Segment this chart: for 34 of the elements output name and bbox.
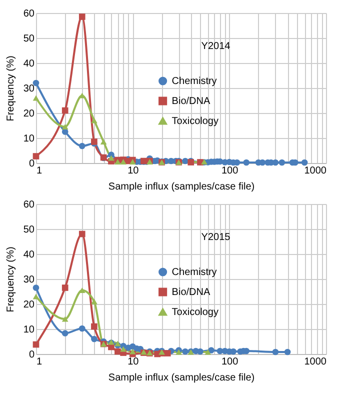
legend-label: Chemistry — [172, 76, 217, 87]
x-tick-label: 1000 — [304, 166, 327, 176]
x-axis-title: Sample influx (samples/case file) — [108, 372, 255, 384]
legend-label: Toxicology — [172, 307, 219, 318]
x-tick-label: 1000 — [304, 356, 327, 368]
y-tick-label: 60 — [23, 8, 35, 20]
y-tick-label: 20 — [23, 108, 35, 120]
y-tick-label: 60 — [23, 200, 35, 210]
y-axis-title: Frequency (%) — [5, 246, 16, 312]
x-tick-label: 1 — [36, 166, 42, 176]
x-tick-label: 100 — [221, 356, 239, 368]
x-tick-label: 1 — [36, 356, 42, 368]
legend-label: Bio/DNA — [172, 287, 210, 298]
y-tick-label: 40 — [23, 58, 35, 70]
y-tick-label: 50 — [23, 34, 35, 44]
x-tick-label: 10 — [128, 356, 140, 368]
y-tick-label: 30 — [23, 274, 35, 286]
annotation: Y2015 — [201, 232, 231, 243]
x-axis-title: Sample influx (samples/case file) — [108, 182, 255, 192]
y-tick-label: 10 — [23, 134, 35, 144]
y-tick-label: 50 — [23, 224, 35, 236]
y-axis-title: Frequency (%) — [5, 56, 16, 122]
x-tick-label: 100 — [221, 166, 239, 176]
y-tick-label: 20 — [23, 300, 35, 310]
legend-label: Toxicology — [172, 116, 219, 127]
y-tick-label: 0 — [28, 350, 35, 360]
annotation: Y2014 — [201, 41, 231, 52]
x-tick-label: 10 — [128, 166, 140, 176]
legend-label: Chemistry — [172, 267, 217, 278]
y-tick-label: 30 — [23, 84, 35, 94]
y-tick-label: 0 — [28, 158, 35, 170]
y-tick-label: 10 — [23, 324, 35, 336]
y-tick-label: 40 — [23, 250, 35, 260]
legend-label: Bio/DNA — [172, 96, 210, 107]
